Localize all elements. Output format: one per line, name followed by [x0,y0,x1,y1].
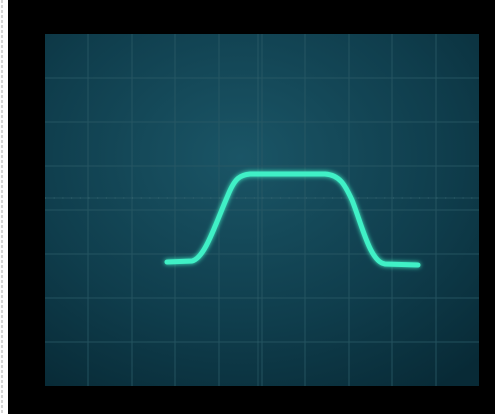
waveform [164,171,421,268]
center-ticks [45,34,479,386]
graticule [45,34,479,386]
